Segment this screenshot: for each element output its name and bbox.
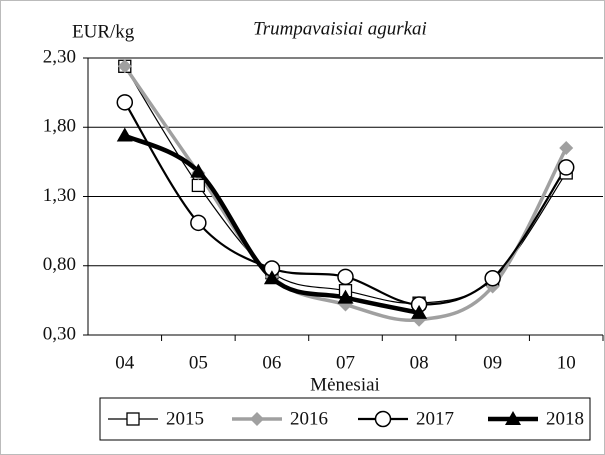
marker	[559, 141, 574, 156]
legend-box	[99, 397, 591, 441]
marker	[484, 269, 501, 287]
marker	[126, 412, 140, 426]
marker	[411, 304, 428, 319]
x-tick-label: 10	[557, 352, 576, 373]
x-tick-label: 06	[262, 352, 281, 373]
y-tick-label: 1,80	[43, 116, 76, 137]
x-tick-label: 09	[483, 352, 502, 373]
chart-title: Trumpavaisiai agurkai	[253, 18, 427, 39]
marker	[117, 59, 132, 74]
legend-label: 2018	[546, 408, 584, 429]
marker	[374, 410, 392, 428]
marker	[250, 412, 264, 426]
marker	[337, 289, 354, 304]
marker	[190, 214, 207, 232]
y-axis-label: EUR/kg	[72, 21, 135, 42]
marker	[191, 178, 206, 193]
y-tick-label: 1,30	[43, 185, 76, 206]
legend-label: 2016	[290, 408, 328, 429]
marker	[505, 411, 521, 425]
marker	[116, 94, 134, 111]
x-axis-label: Mėnesiai	[310, 374, 380, 395]
marker	[263, 270, 280, 285]
legend-label: 2017	[416, 408, 454, 429]
marker	[557, 159, 575, 176]
y-tick-label: 2,30	[43, 46, 76, 67]
x-tick-label: 05	[189, 352, 208, 373]
x-tick-label: 08	[410, 352, 429, 373]
marker	[116, 127, 133, 142]
marker	[337, 268, 354, 286]
x-tick-label: 04	[115, 352, 135, 373]
y-tick-label: 0,30	[43, 323, 76, 344]
x-tick-label: 07	[336, 352, 355, 373]
y-tick-label: 0,80	[43, 254, 76, 275]
legend-label: 2015	[166, 408, 204, 429]
marker	[190, 163, 207, 178]
